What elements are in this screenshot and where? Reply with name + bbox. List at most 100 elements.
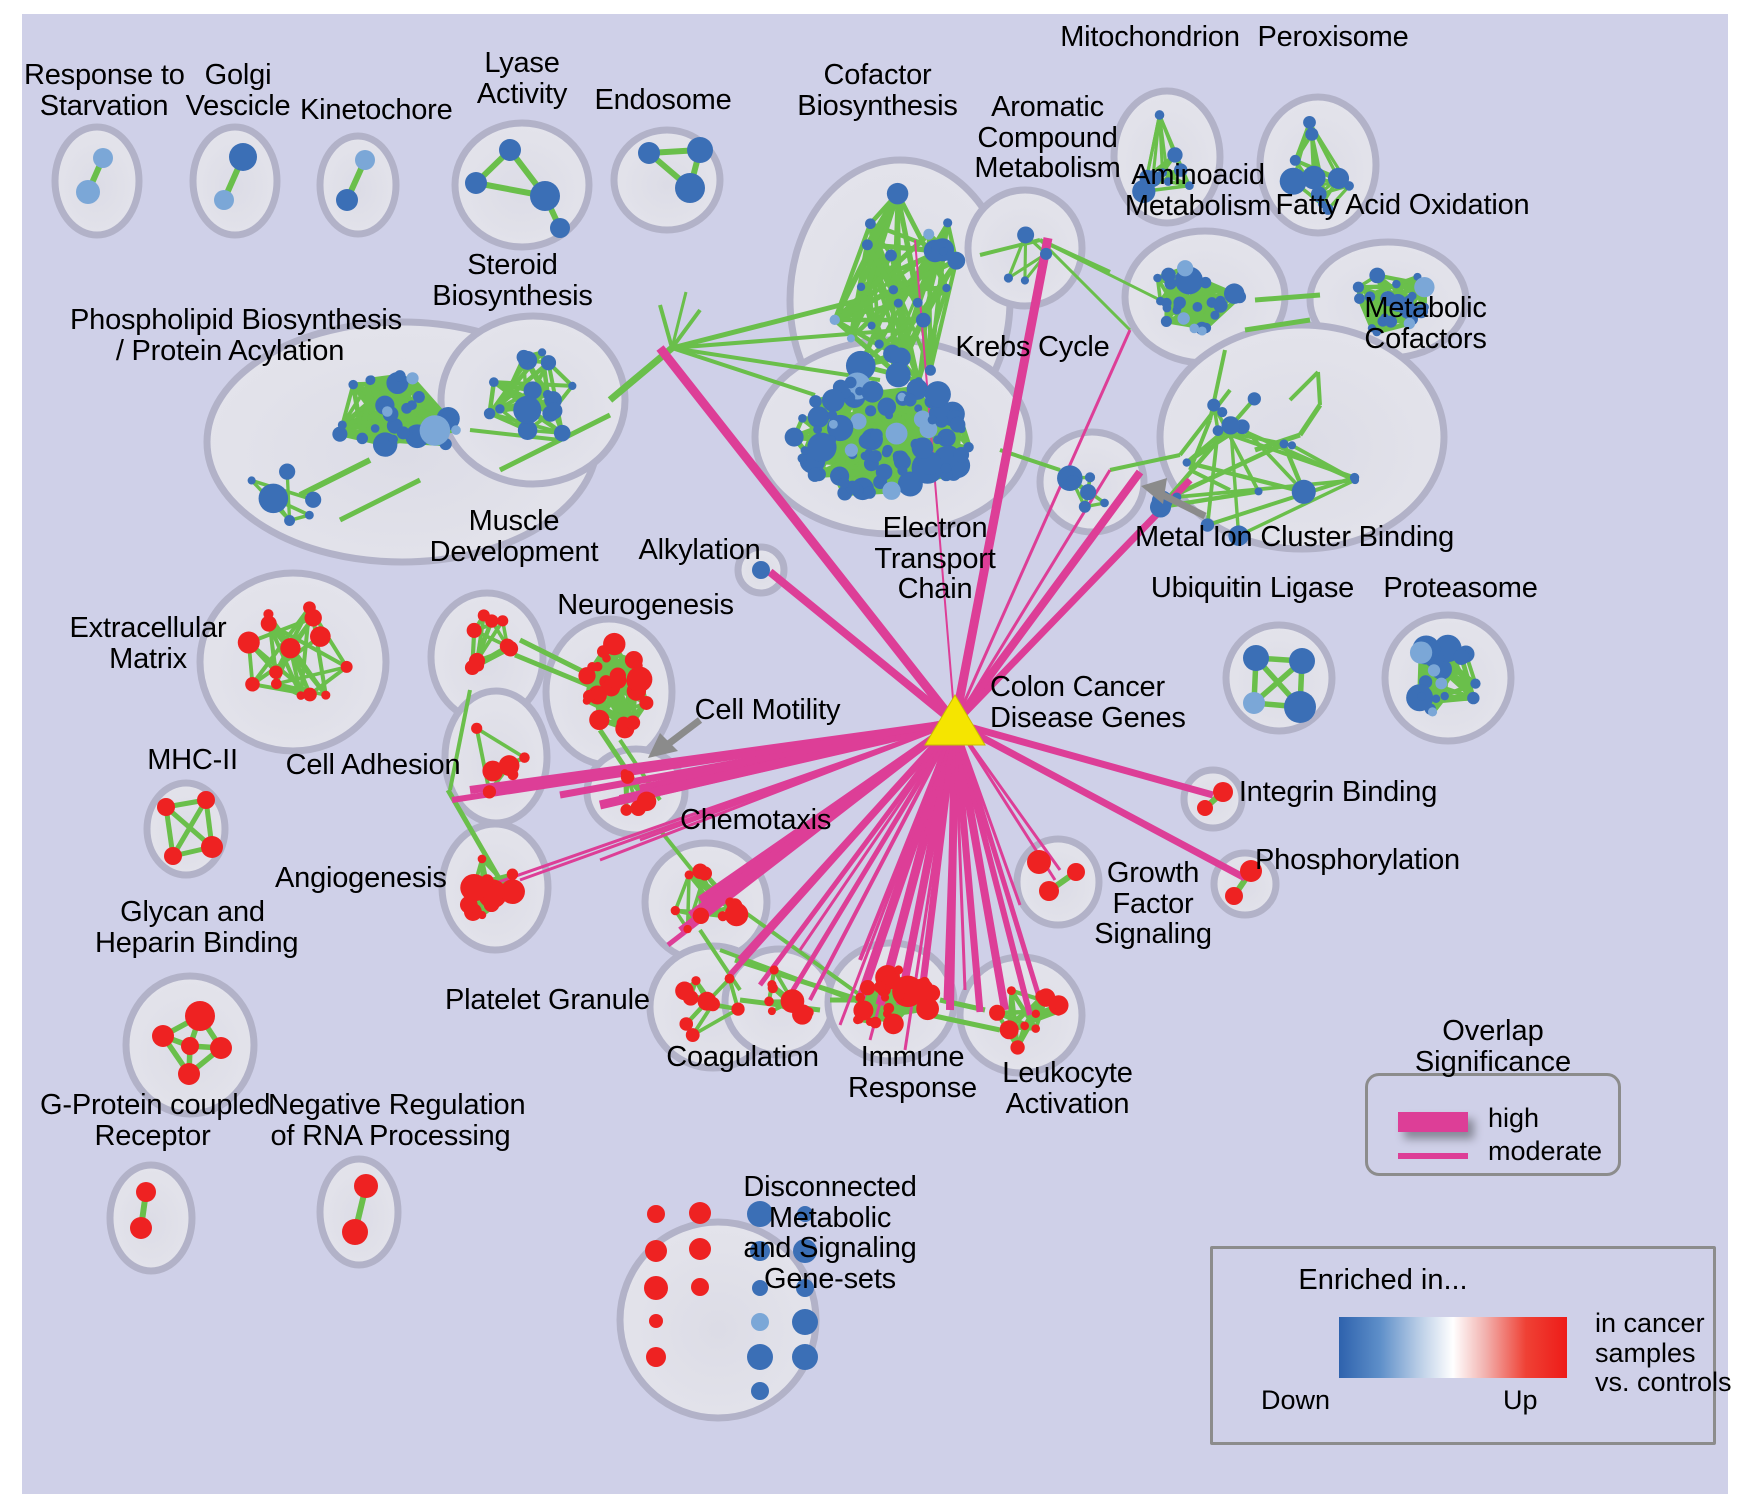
gene-set-node[interactable] (691, 976, 701, 986)
gene-set-node[interactable] (336, 189, 358, 211)
gene-set-node[interactable] (625, 715, 641, 730)
gene-set-node[interactable] (303, 601, 316, 615)
gene-set-node[interactable] (1327, 167, 1350, 189)
gene-set-node[interactable] (340, 660, 353, 673)
gene-set-node[interactable] (471, 722, 483, 734)
gene-set-node[interactable] (604, 679, 614, 689)
gene-set-node[interactable] (877, 397, 897, 417)
gene-set-node[interactable] (943, 218, 953, 228)
gene-set-node[interactable] (258, 483, 289, 514)
gene-set-node[interactable] (1173, 296, 1186, 309)
gene-set-node[interactable] (792, 1004, 813, 1025)
gene-set-node[interactable] (797, 1206, 813, 1222)
gene-set-node[interactable] (827, 410, 838, 421)
gene-set-node[interactable] (751, 1313, 769, 1331)
gene-set-node[interactable] (1364, 291, 1376, 302)
gene-set-node[interactable] (647, 1205, 665, 1223)
gene-set-node[interactable] (896, 991, 905, 1000)
gene-set-node[interactable] (1453, 649, 1470, 665)
gene-set-node[interactable] (245, 676, 260, 692)
gene-set-node[interactable] (269, 665, 283, 679)
gene-set-node[interactable] (915, 312, 931, 328)
gene-set-node[interactable] (197, 791, 215, 809)
gene-set-node[interactable] (356, 432, 369, 445)
gene-set-node[interactable] (1067, 863, 1085, 881)
gene-set-node[interactable] (406, 372, 419, 385)
gene-set-node[interactable] (210, 1037, 232, 1059)
gene-set-node[interactable] (370, 424, 380, 433)
gene-set-node[interactable] (523, 381, 542, 400)
gene-set-node[interactable] (752, 1280, 768, 1296)
gene-set-node[interactable] (1403, 317, 1416, 330)
gene-set-node[interactable] (830, 470, 842, 481)
gene-set-node[interactable] (793, 1239, 817, 1263)
gene-set-node[interactable] (412, 391, 425, 403)
gene-set-node[interactable] (747, 1344, 773, 1370)
gene-set-node[interactable] (247, 476, 256, 485)
gene-set-node[interactable] (1435, 677, 1448, 690)
gene-set-node[interactable] (620, 770, 635, 784)
gene-set-node[interactable] (201, 836, 223, 858)
gene-set-node[interactable] (856, 282, 866, 292)
gene-set-node[interactable] (280, 638, 301, 659)
gene-set-node[interactable] (897, 465, 908, 476)
gene-set-node[interactable] (924, 381, 951, 408)
gene-set-node[interactable] (1467, 691, 1480, 705)
gene-set-node[interactable] (592, 661, 603, 672)
gene-set-node[interactable] (498, 755, 520, 776)
gene-set-node[interactable] (1020, 1021, 1030, 1031)
gene-set-node[interactable] (1240, 860, 1262, 882)
gene-set-node[interactable] (859, 980, 876, 996)
gene-set-node[interactable] (516, 349, 531, 365)
gene-set-node[interactable] (829, 314, 840, 326)
gene-set-node[interactable] (1279, 167, 1307, 195)
gene-set-node[interactable] (1388, 293, 1407, 312)
gene-set-node[interactable] (464, 660, 480, 676)
gene-set-node[interactable] (260, 615, 277, 632)
gene-set-node[interactable] (1006, 986, 1016, 996)
gene-set-node[interactable] (807, 432, 837, 462)
gene-set-node[interactable] (861, 380, 884, 403)
gene-set-node[interactable] (807, 467, 822, 482)
gene-set-node[interactable] (865, 218, 876, 230)
gene-set-node[interactable] (1000, 1022, 1010, 1032)
gene-set-node[interactable] (1305, 127, 1319, 141)
gene-set-node[interactable] (644, 1276, 668, 1300)
gene-set-node[interactable] (989, 1004, 1006, 1021)
gene-set-node[interactable] (638, 142, 660, 164)
gene-set-node[interactable] (620, 804, 633, 816)
gene-set-node[interactable] (1017, 226, 1035, 244)
gene-set-node[interactable] (914, 404, 923, 413)
gene-set-node[interactable] (873, 981, 886, 994)
gene-set-node[interactable] (1301, 165, 1326, 190)
gene-set-node[interactable] (304, 510, 314, 520)
gene-set-node[interactable] (863, 486, 876, 499)
gene-set-node[interactable] (938, 445, 960, 467)
gene-set-node[interactable] (1177, 260, 1194, 277)
gene-set-node[interactable] (500, 879, 525, 905)
gene-set-node[interactable] (466, 622, 482, 638)
gene-set-node[interactable] (136, 1182, 156, 1202)
gene-set-node[interactable] (923, 228, 935, 240)
gene-set-node[interactable] (880, 993, 890, 1002)
gene-set-node[interactable] (337, 420, 347, 430)
gene-set-node[interactable] (1031, 1009, 1041, 1019)
gene-set-node[interactable] (893, 298, 903, 308)
gene-set-node[interactable] (875, 463, 893, 481)
gene-set-node[interactable] (185, 1001, 215, 1031)
gene-set-node[interactable] (886, 182, 909, 205)
gene-set-node[interactable] (1197, 800, 1213, 816)
gene-set-node[interactable] (1010, 1040, 1025, 1055)
gene-set-node[interactable] (1243, 692, 1265, 714)
gene-set-node[interactable] (279, 463, 296, 480)
gene-set-node[interactable] (646, 1347, 666, 1367)
gene-set-node[interactable] (1372, 327, 1382, 337)
gene-set-node[interactable] (792, 1309, 818, 1335)
gene-set-node[interactable] (465, 172, 487, 194)
gene-set-node[interactable] (883, 1013, 904, 1035)
gene-set-node[interactable] (1177, 312, 1190, 325)
gene-set-node[interactable] (1065, 475, 1081, 490)
gene-set-node[interactable] (1392, 279, 1401, 289)
gene-set-node[interactable] (1210, 310, 1220, 320)
gene-set-node[interactable] (919, 420, 938, 439)
